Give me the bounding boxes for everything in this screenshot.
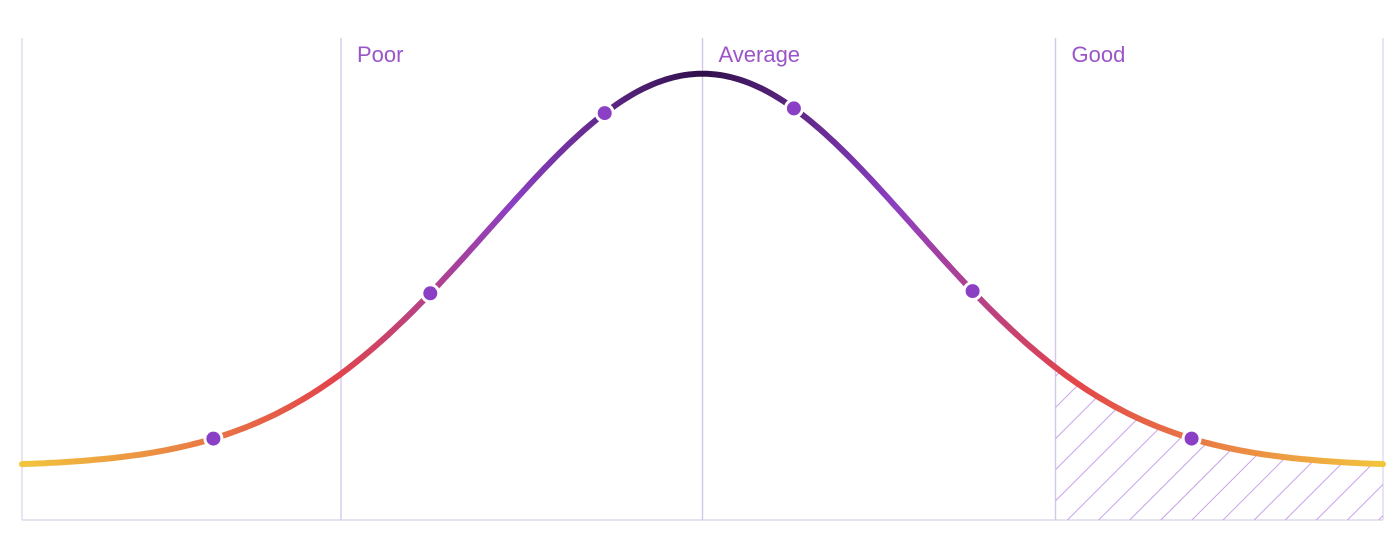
curve-layer xyxy=(19,70,1386,468)
zone-label-poor: Poor xyxy=(357,42,403,67)
curve-markers xyxy=(203,98,1202,449)
good-zone-hatch xyxy=(1055,367,1383,520)
zone-label-average: Average xyxy=(719,42,801,67)
curve-marker-6 xyxy=(1181,428,1202,449)
curve-marker-5 xyxy=(962,281,983,302)
curve-marker-2 xyxy=(420,283,441,304)
shaded-region xyxy=(1055,367,1383,520)
zone-dividers: Poor Average Good xyxy=(340,38,1126,520)
zone-label-good: Good xyxy=(1072,42,1126,67)
curve-marker-3 xyxy=(594,103,615,124)
curve-marker-1 xyxy=(203,428,224,449)
curve-marker-4 xyxy=(783,98,804,119)
distribution-curve xyxy=(19,70,1386,468)
